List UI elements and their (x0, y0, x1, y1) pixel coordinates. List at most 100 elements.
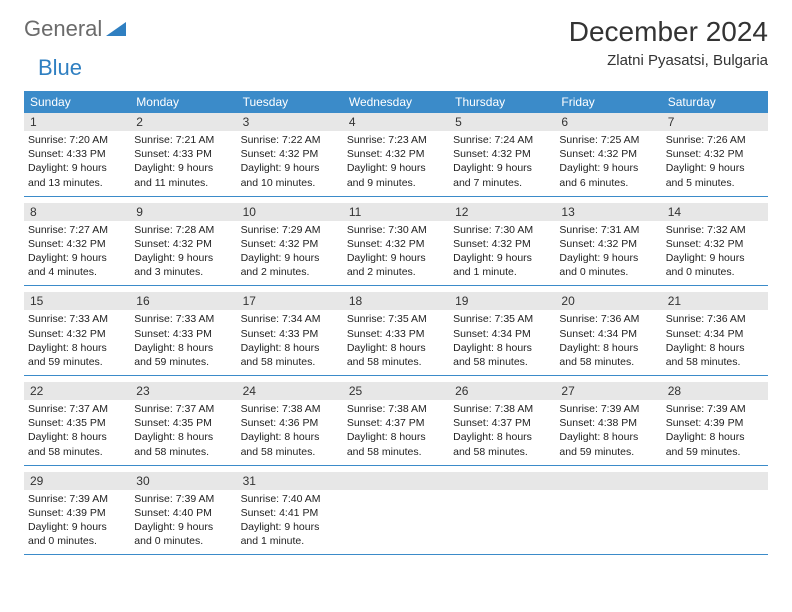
day-body: Sunrise: 7:35 AMSunset: 4:33 PMDaylight:… (343, 310, 449, 375)
day-body: Sunrise: 7:28 AMSunset: 4:32 PMDaylight:… (130, 221, 236, 286)
sunrise-text: Sunrise: 7:39 AM (28, 492, 126, 506)
day-number: 27 (555, 382, 661, 400)
sunset-text: Sunset: 4:40 PM (134, 506, 232, 520)
sunrise-text: Sunrise: 7:38 AM (241, 402, 339, 416)
day-body: Sunrise: 7:40 AMSunset: 4:41 PMDaylight:… (237, 490, 343, 555)
sunset-text: Sunset: 4:33 PM (28, 147, 126, 161)
day-number: 3 (237, 113, 343, 131)
day-number: 11 (343, 203, 449, 221)
sunrise-text: Sunrise: 7:30 AM (453, 223, 551, 237)
day-cell-empty (449, 472, 555, 555)
week-row: 8Sunrise: 7:27 AMSunset: 4:32 PMDaylight… (24, 203, 768, 287)
day-body: Sunrise: 7:37 AMSunset: 4:35 PMDaylight:… (130, 400, 236, 465)
day-cell: 27Sunrise: 7:39 AMSunset: 4:38 PMDayligh… (555, 382, 661, 465)
sunset-text: Sunset: 4:33 PM (347, 327, 445, 341)
daylight-text: Daylight: 9 hours and 10 minutes. (241, 161, 339, 189)
day-body: Sunrise: 7:38 AMSunset: 4:36 PMDaylight:… (237, 400, 343, 465)
daylight-text: Daylight: 8 hours and 58 minutes. (453, 430, 551, 458)
day-number-empty (662, 472, 768, 490)
day-cell: 24Sunrise: 7:38 AMSunset: 4:36 PMDayligh… (237, 382, 343, 465)
day-body: Sunrise: 7:39 AMSunset: 4:38 PMDaylight:… (555, 400, 661, 465)
day-body: Sunrise: 7:29 AMSunset: 4:32 PMDaylight:… (237, 221, 343, 286)
day-number: 23 (130, 382, 236, 400)
day-body: Sunrise: 7:32 AMSunset: 4:32 PMDaylight:… (662, 221, 768, 286)
day-body: Sunrise: 7:35 AMSunset: 4:34 PMDaylight:… (449, 310, 555, 375)
daylight-text: Daylight: 8 hours and 58 minutes. (559, 341, 657, 369)
day-cell: 13Sunrise: 7:31 AMSunset: 4:32 PMDayligh… (555, 203, 661, 286)
day-body: Sunrise: 7:34 AMSunset: 4:33 PMDaylight:… (237, 310, 343, 375)
sunset-text: Sunset: 4:32 PM (347, 237, 445, 251)
sunrise-text: Sunrise: 7:39 AM (559, 402, 657, 416)
day-number: 1 (24, 113, 130, 131)
day-number: 22 (24, 382, 130, 400)
sunrise-text: Sunrise: 7:28 AM (134, 223, 232, 237)
day-number: 4 (343, 113, 449, 131)
daylight-text: Daylight: 8 hours and 58 minutes. (347, 341, 445, 369)
sunrise-text: Sunrise: 7:36 AM (559, 312, 657, 326)
day-cell: 21Sunrise: 7:36 AMSunset: 4:34 PMDayligh… (662, 292, 768, 375)
daylight-text: Daylight: 9 hours and 1 minute. (453, 251, 551, 279)
day-cell: 10Sunrise: 7:29 AMSunset: 4:32 PMDayligh… (237, 203, 343, 286)
daylight-text: Daylight: 8 hours and 59 minutes. (28, 341, 126, 369)
day-cell: 25Sunrise: 7:38 AMSunset: 4:37 PMDayligh… (343, 382, 449, 465)
day-number: 18 (343, 292, 449, 310)
sunrise-text: Sunrise: 7:30 AM (347, 223, 445, 237)
sunset-text: Sunset: 4:34 PM (666, 327, 764, 341)
daylight-text: Daylight: 9 hours and 11 minutes. (134, 161, 232, 189)
day-number: 31 (237, 472, 343, 490)
day-cell: 19Sunrise: 7:35 AMSunset: 4:34 PMDayligh… (449, 292, 555, 375)
daylight-text: Daylight: 9 hours and 0 minutes. (28, 520, 126, 548)
day-number: 15 (24, 292, 130, 310)
day-number: 13 (555, 203, 661, 221)
sunset-text: Sunset: 4:32 PM (241, 147, 339, 161)
daylight-text: Daylight: 9 hours and 0 minutes. (134, 520, 232, 548)
day-number-empty (555, 472, 661, 490)
day-number: 10 (237, 203, 343, 221)
day-cell: 23Sunrise: 7:37 AMSunset: 4:35 PMDayligh… (130, 382, 236, 465)
day-number: 14 (662, 203, 768, 221)
sunset-text: Sunset: 4:33 PM (134, 147, 232, 161)
sunrise-text: Sunrise: 7:33 AM (28, 312, 126, 326)
daylight-text: Daylight: 9 hours and 13 minutes. (28, 161, 126, 189)
sunrise-text: Sunrise: 7:31 AM (559, 223, 657, 237)
day-number-empty (449, 472, 555, 490)
day-body: Sunrise: 7:36 AMSunset: 4:34 PMDaylight:… (555, 310, 661, 375)
daylight-text: Daylight: 8 hours and 59 minutes. (559, 430, 657, 458)
day-body: Sunrise: 7:25 AMSunset: 4:32 PMDaylight:… (555, 131, 661, 196)
day-body: Sunrise: 7:22 AMSunset: 4:32 PMDaylight:… (237, 131, 343, 196)
day-body: Sunrise: 7:31 AMSunset: 4:32 PMDaylight:… (555, 221, 661, 286)
day-body: Sunrise: 7:38 AMSunset: 4:37 PMDaylight:… (449, 400, 555, 465)
sunrise-text: Sunrise: 7:36 AM (666, 312, 764, 326)
sunset-text: Sunset: 4:36 PM (241, 416, 339, 430)
sunset-text: Sunset: 4:32 PM (241, 237, 339, 251)
day-number: 19 (449, 292, 555, 310)
daylight-text: Daylight: 9 hours and 3 minutes. (134, 251, 232, 279)
daylight-text: Daylight: 8 hours and 58 minutes. (241, 341, 339, 369)
sunrise-text: Sunrise: 7:21 AM (134, 133, 232, 147)
sunrise-text: Sunrise: 7:26 AM (666, 133, 764, 147)
calendar: Sunday Monday Tuesday Wednesday Thursday… (24, 91, 768, 555)
sunset-text: Sunset: 4:34 PM (559, 327, 657, 341)
sunset-text: Sunset: 4:39 PM (28, 506, 126, 520)
sunrise-text: Sunrise: 7:27 AM (28, 223, 126, 237)
daylight-text: Daylight: 9 hours and 7 minutes. (453, 161, 551, 189)
day-cell: 9Sunrise: 7:28 AMSunset: 4:32 PMDaylight… (130, 203, 236, 286)
sunset-text: Sunset: 4:32 PM (559, 147, 657, 161)
daylight-text: Daylight: 8 hours and 58 minutes. (134, 430, 232, 458)
day-body: Sunrise: 7:20 AMSunset: 4:33 PMDaylight:… (24, 131, 130, 196)
day-cell: 15Sunrise: 7:33 AMSunset: 4:32 PMDayligh… (24, 292, 130, 375)
sunset-text: Sunset: 4:35 PM (28, 416, 126, 430)
day-cell: 3Sunrise: 7:22 AMSunset: 4:32 PMDaylight… (237, 113, 343, 196)
weekday-fri: Friday (555, 91, 661, 113)
daylight-text: Daylight: 8 hours and 58 minutes. (347, 430, 445, 458)
daylight-text: Daylight: 9 hours and 1 minute. (241, 520, 339, 548)
day-body: Sunrise: 7:23 AMSunset: 4:32 PMDaylight:… (343, 131, 449, 196)
day-cell-empty (662, 472, 768, 555)
daylight-text: Daylight: 9 hours and 0 minutes. (559, 251, 657, 279)
day-body: Sunrise: 7:33 AMSunset: 4:33 PMDaylight:… (130, 310, 236, 375)
day-cell: 31Sunrise: 7:40 AMSunset: 4:41 PMDayligh… (237, 472, 343, 555)
daylight-text: Daylight: 8 hours and 59 minutes. (666, 430, 764, 458)
sunrise-text: Sunrise: 7:20 AM (28, 133, 126, 147)
day-body: Sunrise: 7:33 AMSunset: 4:32 PMDaylight:… (24, 310, 130, 375)
week-row: 29Sunrise: 7:39 AMSunset: 4:39 PMDayligh… (24, 472, 768, 556)
